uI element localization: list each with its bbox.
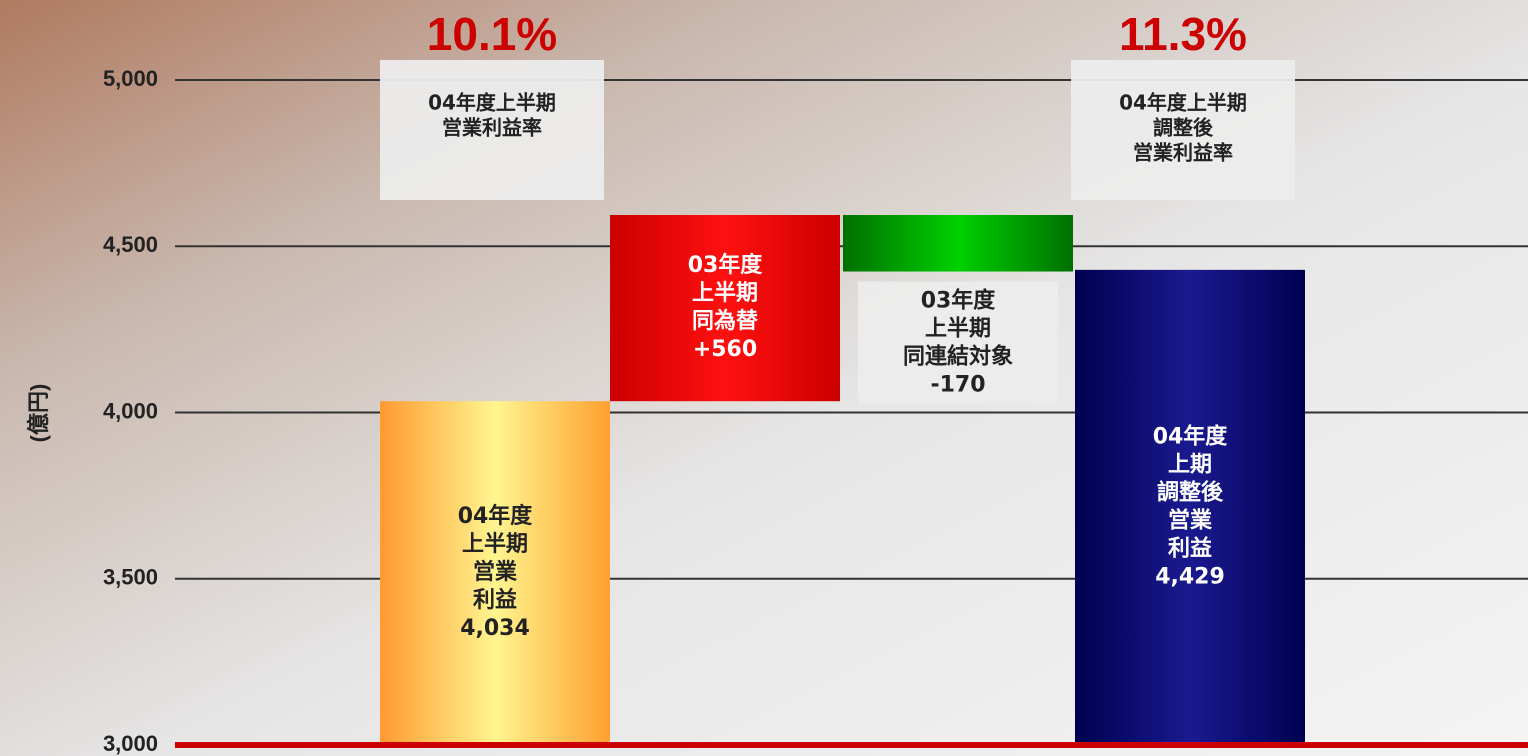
annotation-text: 04年度上半期 — [428, 91, 556, 115]
bar-label: 利益 — [1168, 535, 1212, 561]
bar-label: 営業 — [1168, 507, 1213, 533]
value-label: 4,429 — [1155, 564, 1225, 589]
bar-label: 上期 — [1168, 452, 1212, 477]
y-tick-label: 4,500 — [103, 232, 158, 257]
annotation-bg — [1071, 60, 1295, 200]
bar — [610, 214, 840, 402]
bar-label: 利益 — [473, 587, 517, 613]
bar-label: 04年度 — [1153, 423, 1229, 449]
value-label: 4,034 — [460, 616, 530, 641]
annotation-text: 営業利益率 — [442, 116, 542, 140]
bar — [1075, 269, 1305, 745]
bar-label: 03年度 — [921, 288, 997, 314]
value-label: +560 — [693, 337, 757, 362]
bar-label: 上半期 — [692, 281, 758, 306]
bar-label: 調整後 — [1157, 479, 1224, 505]
y-tick-label: 5,000 — [103, 66, 158, 91]
y-tick-label: 4,000 — [103, 398, 158, 423]
bar-label: 同連結対象 — [903, 344, 1013, 370]
annotation-value: 10.1% — [427, 8, 557, 60]
bar-label: 営業 — [473, 559, 518, 585]
annotation-value: 11.3% — [1119, 8, 1247, 60]
bar-label: 04年度 — [458, 503, 534, 529]
bar — [843, 214, 1073, 272]
annotation-text: 調整後 — [1153, 116, 1214, 140]
bar — [380, 401, 610, 745]
y-axis-label: (億円) — [26, 384, 51, 443]
annotation-bg — [380, 60, 604, 200]
bar-label: 同為替 — [692, 308, 758, 334]
label-bg — [858, 281, 1058, 404]
y-tick-label: 3,500 — [103, 565, 158, 590]
value-label: -170 — [930, 373, 985, 398]
annotation-text: 営業利益率 — [1133, 141, 1233, 165]
annotation-text: 04年度上半期 — [1119, 91, 1247, 115]
bar-label: 上半期 — [462, 532, 528, 557]
bar-label: 上半期 — [925, 317, 991, 342]
y-tick-label: 3,000 — [103, 731, 158, 756]
bar-label: 03年度 — [688, 252, 764, 278]
